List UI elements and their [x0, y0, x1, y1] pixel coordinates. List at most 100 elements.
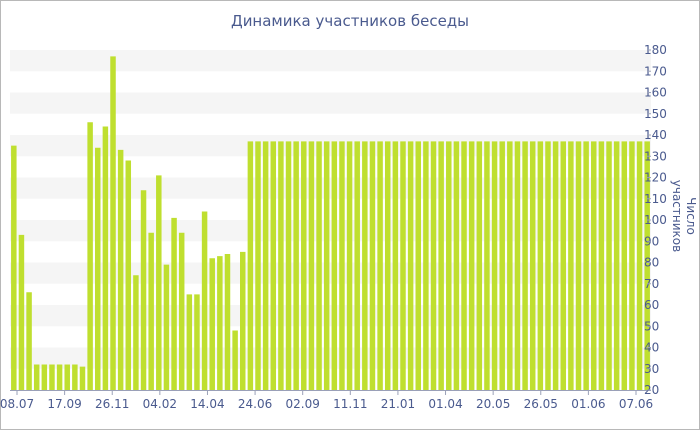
bar [415, 141, 421, 390]
grid-band [10, 262, 651, 284]
bar [64, 364, 70, 390]
bar [545, 141, 551, 390]
x-tick-label: 04.02 [143, 397, 177, 411]
bar [568, 141, 574, 390]
bar [95, 147, 101, 390]
bar [377, 141, 383, 390]
bar [41, 364, 48, 390]
bar [209, 258, 215, 390]
y-tick-label: 170 [644, 64, 667, 78]
x-tick-label: 11.11 [333, 397, 367, 411]
bar [560, 141, 566, 390]
bar [423, 141, 429, 390]
bar [171, 217, 177, 391]
bar [461, 141, 467, 390]
grid-band [10, 347, 651, 369]
bar [537, 141, 544, 390]
x-tick-label: 01.06 [571, 397, 605, 411]
bar [514, 141, 521, 390]
y-tick-label: 120 [644, 171, 667, 185]
bar [163, 264, 170, 391]
bar [117, 149, 124, 390]
x-tick-label: 14.04 [190, 397, 224, 411]
y-tick-label: 80 [644, 256, 659, 270]
bar [453, 141, 460, 390]
bar [591, 141, 597, 390]
grid-band [10, 50, 651, 72]
bar [102, 126, 109, 390]
y-tick-label: 40 [644, 341, 659, 355]
bar [240, 251, 246, 391]
bar [598, 141, 605, 390]
x-tick-label: 26.11 [95, 397, 129, 411]
bar [362, 141, 368, 390]
bar [606, 141, 612, 390]
x-tick-label: 24.06 [238, 397, 272, 411]
bar [201, 211, 208, 390]
bar [301, 141, 307, 390]
y-tick-label: 60 [644, 298, 659, 312]
bar [87, 122, 93, 390]
bar [278, 141, 284, 390]
x-tick-label: 17.09 [47, 397, 81, 411]
bar [72, 364, 78, 390]
grid-band [10, 305, 651, 327]
bar [491, 141, 498, 390]
bar [247, 141, 254, 390]
bar [644, 141, 650, 390]
chart-title: Динамика участников беседы [230, 12, 470, 30]
y-tick-label: 100 [644, 213, 667, 227]
x-tick-label: 02.09 [286, 397, 320, 411]
y-tick-label: 70 [644, 277, 659, 291]
bar [407, 141, 414, 390]
bar [133, 275, 139, 390]
bar [499, 141, 505, 390]
grid-band [10, 220, 651, 242]
bar [522, 141, 528, 390]
bar [293, 141, 299, 390]
bar [354, 141, 360, 390]
bar [446, 141, 452, 390]
bar [18, 234, 25, 391]
bar [613, 141, 620, 390]
bar [629, 141, 635, 390]
grid-band [10, 92, 651, 114]
bar [339, 141, 345, 390]
bar [148, 232, 154, 390]
y-tick-label: 180 [644, 43, 667, 57]
x-tick-label: 08.07 [0, 397, 34, 411]
bar [224, 254, 231, 390]
bar [270, 141, 277, 390]
bar [186, 294, 193, 391]
y-tick-label: 140 [644, 128, 667, 142]
bar [232, 330, 238, 390]
grid-band [10, 177, 651, 199]
bar [217, 256, 223, 391]
y-tick-label: 160 [644, 86, 667, 100]
bar [285, 141, 292, 390]
bar [125, 160, 132, 390]
y-tick-label: 50 [644, 319, 659, 333]
bar [369, 141, 376, 390]
bar [11, 145, 17, 391]
bar [636, 141, 643, 390]
bar [484, 141, 490, 390]
bar [507, 141, 513, 390]
bar [468, 141, 475, 390]
bar [110, 56, 116, 391]
bar [262, 141, 269, 390]
bar [384, 141, 391, 390]
bar [392, 141, 399, 390]
y-tick-label: 150 [644, 107, 667, 121]
bar [552, 141, 559, 390]
bar [583, 141, 589, 390]
bar [33, 364, 40, 390]
bar [331, 141, 338, 390]
bar [316, 141, 322, 390]
bar [79, 366, 86, 391]
bar [621, 141, 628, 390]
y-tick-label: 130 [644, 149, 667, 163]
bar [430, 141, 437, 390]
grid-band [10, 135, 651, 157]
x-tick-label: 26.05 [524, 397, 558, 411]
